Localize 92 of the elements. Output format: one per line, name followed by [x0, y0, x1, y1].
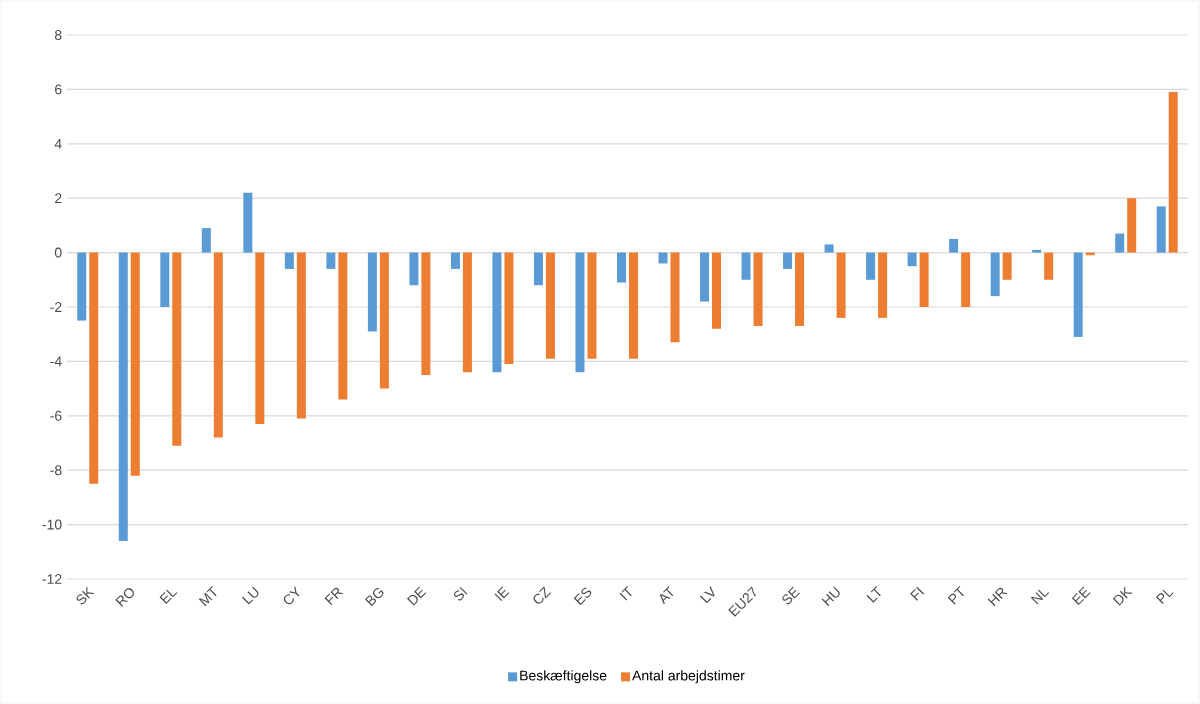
y-tick-label: -8: [50, 465, 62, 476]
bar: [492, 252, 502, 373]
bar: [130, 252, 140, 476]
y-tick-label: -4: [50, 356, 62, 367]
x-tick-label: HU: [821, 586, 840, 607]
x-tick-label: CY: [283, 586, 300, 605]
x-tick-label: CZ: [533, 586, 552, 604]
x-tick-label: EE: [1071, 586, 1091, 606]
bar: [836, 252, 846, 318]
x-tick-label: IT: [619, 586, 632, 601]
bar: [409, 252, 419, 286]
bar: [795, 252, 805, 327]
bar: [658, 252, 668, 264]
bar: [961, 252, 971, 307]
bar: [201, 228, 211, 253]
x-tick-label: RO: [115, 588, 134, 607]
y-tick-label: -2: [50, 302, 62, 312]
x-tick-label: HR: [987, 587, 1008, 607]
bar: [160, 252, 170, 307]
x-tick-label: PL: [1155, 589, 1174, 604]
bar: [545, 252, 555, 359]
bar: [990, 252, 1000, 297]
x-tick-label: FR: [324, 587, 344, 606]
bar: [575, 252, 585, 373]
bar: [462, 252, 472, 373]
legend-label: Beskæftigelse: [520, 670, 607, 684]
bar: [504, 252, 514, 365]
bar: [907, 252, 917, 267]
x-tick-label: AT: [659, 586, 674, 605]
x-tick-label: PT: [947, 586, 964, 605]
bar: [1032, 249, 1042, 253]
bar: [421, 252, 431, 375]
bar: [77, 252, 87, 321]
bar: [296, 252, 306, 419]
bar: [1002, 252, 1012, 280]
bar: [1044, 252, 1054, 280]
x-tick-label: FI: [910, 586, 925, 601]
bar: [741, 252, 751, 280]
bar: [949, 238, 959, 253]
y-tick-label: 2: [55, 193, 62, 204]
bar: [1073, 252, 1083, 337]
bar: [866, 252, 876, 280]
bar: [753, 252, 763, 327]
x-tick-label: IE: [494, 586, 510, 602]
bar: [118, 252, 128, 541]
bar: [783, 252, 793, 269]
x-tick-label: LV: [699, 585, 715, 604]
bar: [89, 252, 99, 484]
bar: [367, 252, 377, 332]
bar: [587, 252, 597, 359]
bar: [255, 252, 265, 424]
bar: [670, 252, 680, 343]
legend-label: Antal arbejdstimer: [632, 670, 745, 684]
bar: [1156, 206, 1166, 253]
x-tick-label: LU: [242, 586, 259, 605]
y-tick-label: -6: [50, 410, 62, 421]
bar: [533, 252, 543, 286]
bar: [338, 252, 348, 400]
bar: [379, 252, 389, 389]
bar: [1127, 198, 1137, 253]
bar: [1115, 233, 1125, 253]
y-tick-label: 0: [54, 247, 62, 258]
bar: [243, 192, 253, 253]
x-tick-label: SI: [453, 586, 468, 601]
bar: [172, 252, 182, 446]
bar: [919, 252, 929, 307]
bar: [712, 252, 722, 329]
bar: [1168, 92, 1178, 253]
bar: [878, 252, 888, 318]
y-tick-label: -12: [42, 574, 62, 584]
y-tick-label: 4: [54, 138, 62, 149]
y-tick-label: -10: [42, 519, 62, 530]
bar: [616, 252, 626, 283]
x-tick-label: DK: [1112, 586, 1133, 606]
bar: [326, 252, 336, 269]
bar: [824, 244, 834, 253]
bar: [213, 252, 223, 438]
x-tick-label: NL: [1030, 589, 1050, 605]
x-tick-label: BG: [365, 588, 384, 607]
bar: [628, 252, 638, 359]
y-tick-label: 8: [54, 30, 62, 40]
x-tick-label: DE: [406, 586, 427, 606]
x-tick-label: LT: [866, 586, 881, 603]
x-tick-label: ES: [573, 587, 592, 606]
x-tick-label: EL: [159, 589, 178, 604]
x-tick-label: SE: [782, 586, 801, 605]
x-tick-label: SK: [76, 586, 95, 605]
bar: [450, 252, 460, 269]
y-tick-label: 6: [55, 84, 62, 95]
bar: [700, 252, 710, 302]
x-tick-label: MT: [198, 586, 217, 607]
bar: [284, 252, 294, 269]
